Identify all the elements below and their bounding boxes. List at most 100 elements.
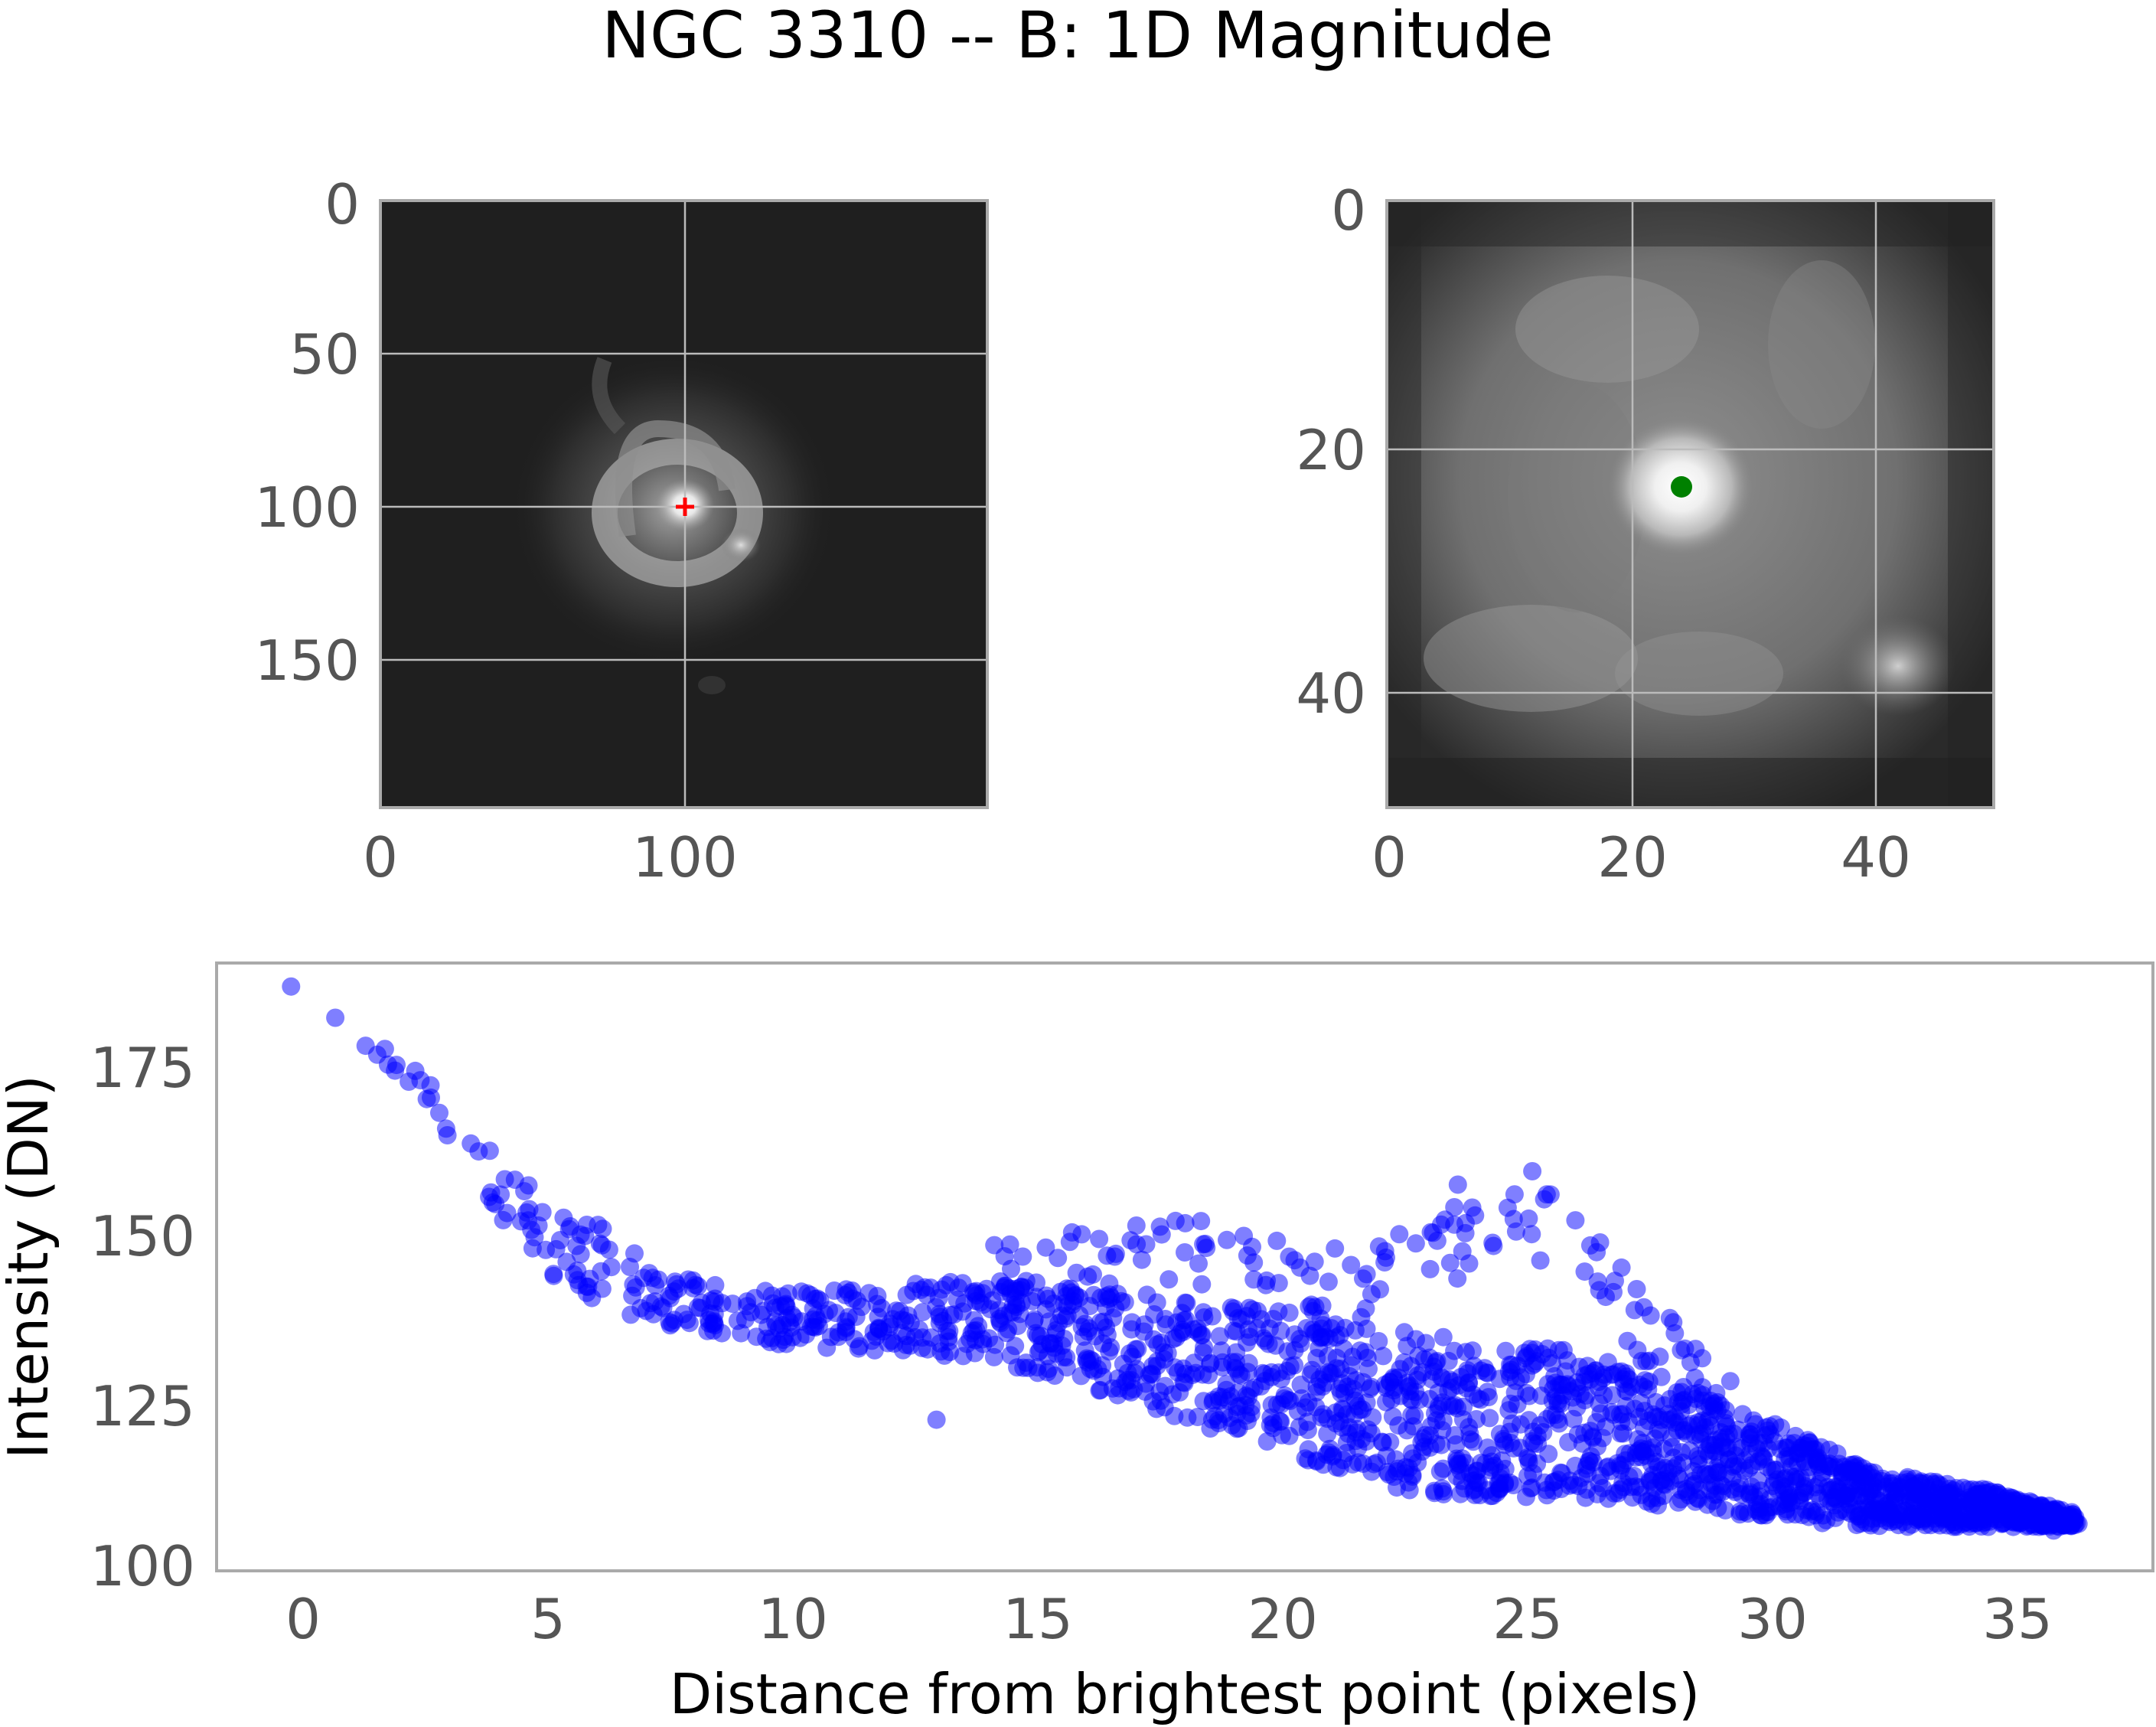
x-tick-label: 20 [1248, 1587, 1318, 1651]
scatter-point [1394, 1353, 1414, 1372]
scatter-point [1760, 1498, 1779, 1517]
y-axis-label: Intensity (DN) [0, 1075, 60, 1459]
figure-title: NGC 3310 -- B: 1D Magnitude [602, 0, 1554, 73]
x-tick-label: 0 [285, 1587, 321, 1651]
scatter-point [1269, 1363, 1288, 1382]
scatter-point [1385, 1381, 1404, 1400]
scatter-point [1627, 1280, 1646, 1298]
scatter-point [1173, 1304, 1192, 1323]
scatter-point [1523, 1162, 1542, 1180]
scatter-point [1742, 1428, 1761, 1448]
scatter-point [1590, 1281, 1609, 1300]
scatter-point [1467, 1410, 1486, 1428]
scatter-point [1106, 1244, 1125, 1263]
scatter-point [1401, 1376, 1419, 1396]
scatter-point [421, 1076, 440, 1095]
y-tick-label: 100 [255, 475, 360, 540]
scatter-point [1439, 1382, 1458, 1401]
scatter-point [1726, 1483, 1745, 1501]
scatter-point [1549, 1340, 1568, 1360]
scatter-point [1539, 1445, 1558, 1464]
scatter-point [1926, 1484, 1945, 1503]
scatter-point [1036, 1238, 1055, 1257]
scatter-point [1453, 1242, 1472, 1261]
scatter-point [1201, 1419, 1220, 1438]
scatter-point [1693, 1391, 1712, 1410]
scatter-point [1475, 1359, 1494, 1378]
scatter-point [1587, 1412, 1606, 1432]
scatter-point [850, 1337, 869, 1356]
scatter-point [1194, 1392, 1213, 1411]
scatter-point [1349, 1453, 1368, 1472]
scatter-point [1786, 1426, 1805, 1445]
scatter-point [1517, 1383, 1536, 1402]
scatter-point [1740, 1459, 1759, 1478]
scatter-point [1838, 1462, 1857, 1481]
scatter-point [1443, 1397, 1462, 1415]
center-marker [676, 498, 694, 516]
scatter-point [592, 1279, 612, 1298]
scatter-point [1026, 1324, 1045, 1343]
peak-marker [1671, 476, 1692, 498]
scatter-point [1451, 1461, 1470, 1481]
zoomed-cutout-panel: 0 20 40 0 20 40 [1296, 178, 1995, 890]
y-tick-label: 150 [90, 1204, 195, 1268]
scatter-point [1456, 1213, 1475, 1232]
scatter-point [1261, 1408, 1280, 1427]
scatter-point [2003, 1489, 2022, 1508]
y-tick-label: 50 [289, 322, 360, 387]
scatter-point [1160, 1270, 1179, 1289]
scatter-point [1210, 1327, 1229, 1346]
scatter-point [1517, 1487, 1535, 1507]
scatter-point [546, 1239, 566, 1259]
x-tick-label: 10 [758, 1587, 828, 1651]
scatter-point [400, 1072, 419, 1091]
scatter-point [1468, 1389, 1487, 1408]
scatter-point [1630, 1407, 1649, 1426]
intensity-scatter-panel: 100 125 150 175 0 5 10 15 20 25 30 35 Di… [0, 961, 2154, 1726]
scatter-point [1751, 1481, 1770, 1500]
scatter-point [1357, 1265, 1376, 1284]
scatter-point [1326, 1403, 1345, 1422]
scatter-point [1236, 1396, 1255, 1415]
scatter-point [1013, 1247, 1032, 1266]
scatter-point [1326, 1239, 1345, 1258]
scatter-point [1548, 1392, 1567, 1411]
scatter-point [1312, 1327, 1331, 1347]
scatter-point [1476, 1454, 1495, 1473]
scatter-point [1504, 1476, 1523, 1494]
scatter-point [1496, 1435, 1515, 1454]
scatter-point [544, 1266, 563, 1285]
scatter-point [1611, 1424, 1630, 1443]
scatter-point [1288, 1402, 1307, 1421]
y-tick-label: 175 [90, 1036, 195, 1100]
scatter-point [623, 1286, 642, 1305]
scatter-point [1711, 1423, 1730, 1442]
scatter-point [1243, 1237, 1261, 1256]
scatter-point [1231, 1310, 1251, 1329]
scatter-point [1531, 1251, 1550, 1270]
scatter-point [1522, 1225, 1541, 1244]
scatter-point [1546, 1373, 1565, 1392]
scatter-point [1197, 1239, 1216, 1258]
scatter-point [660, 1313, 679, 1331]
scatter-point [1390, 1225, 1409, 1244]
scatter-point [1398, 1421, 1417, 1440]
x-tick-label: 15 [1003, 1587, 1073, 1651]
scatter-point [1601, 1461, 1620, 1481]
y-tick-label: 0 [1331, 178, 1366, 243]
scatter-point [839, 1283, 858, 1302]
scatter-point [1575, 1262, 1594, 1281]
scatter-point [590, 1234, 609, 1253]
scatter-point [480, 1141, 499, 1161]
scatter-point [1752, 1447, 1771, 1466]
scatter-point [1590, 1233, 1610, 1252]
scatter-point [1794, 1483, 1813, 1502]
scatter-point [1664, 1313, 1683, 1332]
x-tick-label: 35 [1982, 1587, 2053, 1651]
scatter-point [1640, 1471, 1659, 1490]
scatter-point [1241, 1327, 1259, 1347]
scatter-point [2044, 1521, 2063, 1540]
scatter-point [282, 977, 301, 996]
